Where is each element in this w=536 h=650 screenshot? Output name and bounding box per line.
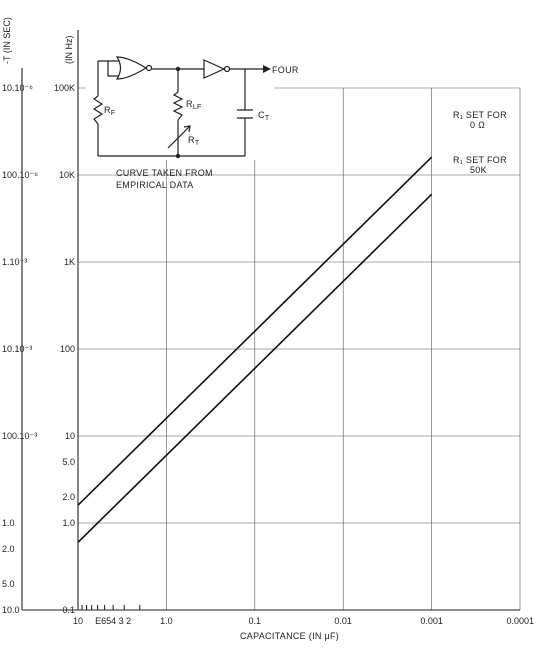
oscillator-schematic-inset: FOUR RF RLF RT CT CURVE TAKEN FROM EMPIR… xyxy=(86,52,299,190)
series-2-label-line2: 50K xyxy=(470,165,487,175)
series-1-label-line1: R₁ SET FOR xyxy=(453,110,507,120)
rf-label: RF xyxy=(104,105,115,117)
capacitance-tick-2: 1.0 xyxy=(160,616,173,626)
frequency-tick-5: 5.0 xyxy=(62,457,75,467)
capacitance-tick-1: E654 3 2 xyxy=(95,616,131,626)
period-tick-0: 10.10⁻⁶ xyxy=(2,83,33,93)
inset-note-line2: EMPIRICAL DATA xyxy=(116,180,194,190)
capacitance-tick-4: 0.01 xyxy=(334,616,352,626)
ct-label: CT xyxy=(258,110,270,122)
output-arrow xyxy=(263,65,271,73)
period-tick-2: 1.10⁻³ xyxy=(2,257,27,267)
capacitance-tick-5: 0.001 xyxy=(420,616,443,626)
nor-gate-symbol xyxy=(115,56,148,80)
frequency-tick-1: 10K xyxy=(59,170,75,180)
rt-label: RT xyxy=(188,135,200,147)
period-tick-7: 5.0 xyxy=(2,579,15,589)
frequency-tick-8: 0.1 xyxy=(62,605,75,615)
series-2-label-line1: R₁ SET FOR xyxy=(453,155,507,165)
frequency-tick-6: 2.0 xyxy=(62,492,75,502)
frequency-tick-labels: 100K 10K 1K 100 10 5.0 2.0 1.0 0.1 xyxy=(54,83,75,615)
frequency-tick-7: 1.0 xyxy=(62,518,75,528)
period-tick-4: 100.10⁻³ xyxy=(2,431,37,441)
period-tick-labels: 10.10⁻⁶ 100.10⁻⁶ 1.10⁻³ 10.10⁻³ 100.10⁻³ 1.0 2… xyxy=(2,83,38,615)
capacitance-tick-0: 10 xyxy=(73,616,83,626)
series-2-line xyxy=(77,193,433,543)
junction-dot-bottom xyxy=(175,153,181,159)
period-tick-6: 2.0 xyxy=(2,544,15,554)
frequency-tick-3: 100 xyxy=(60,344,75,354)
period-tick-5: 1.0 xyxy=(2,518,15,528)
period-tick-3: 10.10⁻³ xyxy=(2,344,32,354)
capacitance-tick-6: 0.0001 xyxy=(506,616,534,626)
capacitance-tick-3: 0.1 xyxy=(249,616,262,626)
frequency-tick-0: 100K xyxy=(54,83,75,93)
rt-potentiometer-arrow xyxy=(167,125,191,149)
rf-resistor xyxy=(92,95,104,125)
output-label: FOUR xyxy=(272,65,299,75)
frequency-tick-4: 10 xyxy=(65,431,75,441)
axes xyxy=(21,30,520,611)
inverter-bubble xyxy=(223,65,231,73)
junction-dot-top xyxy=(175,66,181,72)
series-1-label-line2: 0 Ω xyxy=(470,120,485,130)
frequency-tick-2: 1K xyxy=(64,257,75,267)
series-curves xyxy=(77,156,433,543)
capacitance-tick-labels: 10 E654 3 2 1.0 0.1 0.01 0.001 0.0001 xyxy=(73,616,534,626)
rlf-resistor xyxy=(172,91,184,121)
grid-lines xyxy=(77,87,521,611)
x-axis-title: CAPACITANCE (IN μF) xyxy=(240,631,339,641)
period-axis-header: -T (IN SEC) xyxy=(2,17,12,64)
period-tick-1: 100.10⁻⁶ xyxy=(2,170,38,180)
period-tick-8: 10.0 xyxy=(2,605,20,615)
nor-gate-bubble xyxy=(145,64,153,72)
inset-note-line1: CURVE TAKEN FROM xyxy=(116,168,213,178)
series-1-line xyxy=(77,156,433,506)
frequency-axis-header: (IN Hz) xyxy=(64,36,74,65)
